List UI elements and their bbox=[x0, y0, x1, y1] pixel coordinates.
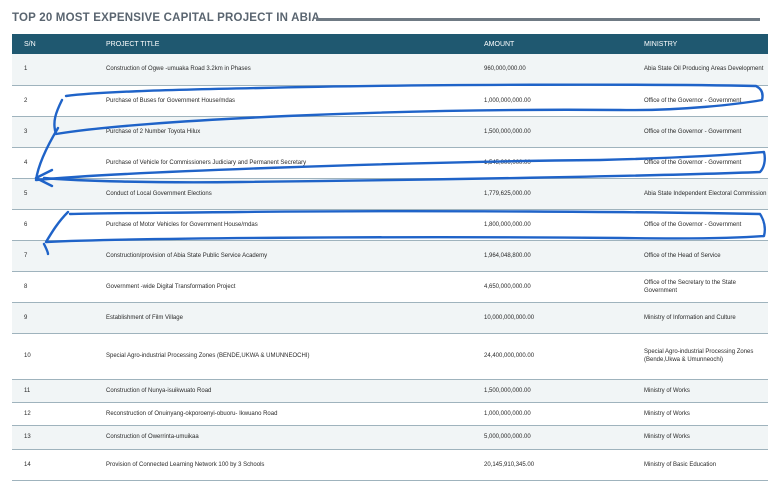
table-row: 1 Construction of Ogwe -umuaka Road 3.2km… bbox=[12, 54, 768, 86]
cell-project-title: Purchase of Buses for Government House/m… bbox=[106, 85, 484, 117]
cell-sn: 10 bbox=[12, 333, 106, 380]
cell-sn: 1 bbox=[12, 54, 106, 86]
cell-amount: 1,500,000,000.00 bbox=[484, 116, 644, 148]
cell-project-title: Purchase of Vehicle for Commissioners Ju… bbox=[106, 147, 484, 179]
cell-ministry: Office of the Secretary to the State Gov… bbox=[644, 271, 768, 303]
cell-sn: 13 bbox=[12, 425, 106, 450]
table-row: 14 Provision of Connected Learning Networ… bbox=[12, 449, 768, 481]
cell-project-title: Conduct of Local Government Elections bbox=[106, 178, 484, 210]
cell-ministry: Office of the Governor - Government bbox=[644, 116, 768, 148]
cell-ministry: Office of the Governor - Government bbox=[644, 209, 768, 241]
cell-project-title: Construction of Owerrinta-umuikaa bbox=[106, 425, 484, 450]
table-row: 11 Construction of Nunya-isuikwuato Road 1… bbox=[12, 379, 768, 403]
header-amount: AMOUNT bbox=[484, 34, 644, 54]
cell-project-title: Provision of Connected Learning Network … bbox=[106, 449, 484, 481]
table-row: 2 Purchase of Buses for Government House/… bbox=[12, 85, 768, 117]
header-project-title: PROJECT TITLE bbox=[106, 34, 484, 54]
cell-amount: 10,000,000,000.00 bbox=[484, 302, 644, 334]
cell-sn: 12 bbox=[12, 402, 106, 426]
cell-amount: 1,779,625,000.00 bbox=[484, 178, 644, 210]
cell-project-title: Establishment of Film Village bbox=[106, 302, 484, 334]
cell-ministry: Ministry of Works bbox=[644, 425, 768, 450]
table-row: 4 Purchase of Vehicle for Commissioners J… bbox=[12, 147, 768, 179]
cell-ministry: Ministry of Information and Culture bbox=[644, 302, 768, 334]
cell-project-title: Construction/provision of Abia State Pub… bbox=[106, 240, 484, 272]
table-row: 13 Construction of Owerrinta-umuikaa 5,000… bbox=[12, 425, 768, 450]
cell-project-title: Government -wide Digital Transformation … bbox=[106, 271, 484, 303]
cell-amount: 4,650,000,000.00 bbox=[484, 271, 644, 303]
cell-project-title: Special Agro-industrial Processing Zones… bbox=[106, 333, 484, 380]
cell-ministry: Abia State Independent Electoral Commiss… bbox=[644, 178, 768, 210]
cell-amount: 1,964,048,800.00 bbox=[484, 240, 644, 272]
cell-sn: 3 bbox=[12, 116, 106, 148]
cell-amount: 24,400,000,000.00 bbox=[484, 333, 644, 380]
table-header-row: S/N PROJECT TITLE AMOUNT MINISTRY bbox=[12, 34, 768, 54]
title-divider bbox=[316, 18, 760, 21]
cell-sn: 6 bbox=[12, 209, 106, 241]
cell-sn: 14 bbox=[12, 449, 106, 481]
cell-sn: 11 bbox=[12, 379, 106, 403]
cell-amount: 20,145,910,345.00 bbox=[484, 449, 644, 481]
table-row: 5 Conduct of Local Government Elections 1,… bbox=[12, 178, 768, 210]
projects-table: S/N PROJECT TITLE AMOUNT MINISTRY 1 Const… bbox=[12, 34, 768, 481]
cell-amount: 1,800,000,000.00 bbox=[484, 209, 644, 241]
cell-project-title: Purchase of 2 Number Toyota Hilux bbox=[106, 116, 484, 148]
cell-project-title: Construction of Ogwe -umuaka Road 3.2km … bbox=[106, 54, 484, 86]
title-row: TOP 20 MOST EXPENSIVE CAPITAL PROJECT IN… bbox=[0, 0, 768, 36]
cell-ministry: Abia State Oil Producing Areas Developme… bbox=[644, 54, 768, 86]
cell-ministry: Office of the Governor - Government bbox=[644, 85, 768, 117]
cell-project-title: Construction of Nunya-isuikwuato Road bbox=[106, 379, 484, 403]
table-row: 9 Establishment of Film Village 10,000,000… bbox=[12, 302, 768, 334]
cell-sn: 4 bbox=[12, 147, 106, 179]
cell-sn: 8 bbox=[12, 271, 106, 303]
cell-amount: 5,000,000,000.00 bbox=[484, 425, 644, 450]
cell-amount: 1,545,000,000.00 bbox=[484, 147, 644, 179]
cell-ministry: Special Agro-industrial Processing Zones… bbox=[644, 333, 768, 380]
table-row: 7 Construction/provision of Abia State Pu… bbox=[12, 240, 768, 272]
cell-amount: 960,000,000.00 bbox=[484, 54, 644, 86]
cell-sn: 5 bbox=[12, 178, 106, 210]
cell-amount: 1,000,000,000.00 bbox=[484, 85, 644, 117]
cell-amount: 1,500,000,000.00 bbox=[484, 379, 644, 403]
table-row: 8 Government -wide Digital Transformation… bbox=[12, 271, 768, 303]
cell-ministry: Office of the Head of Service bbox=[644, 240, 768, 272]
cell-sn: 9 bbox=[12, 302, 106, 334]
table-row: 10 Special Agro-industrial Processing Zon… bbox=[12, 333, 768, 380]
cell-project-title: Purchase of Motor Vehicles for Governmen… bbox=[106, 209, 484, 241]
table-row: 3 Purchase of 2 Number Toyota Hilux 1,500,… bbox=[12, 116, 768, 148]
table-row: 12 Reconstruction of Onuinyang-okporoenyi… bbox=[12, 402, 768, 426]
header-ministry: MINISTRY bbox=[644, 34, 768, 54]
cell-project-title: Reconstruction of Onuinyang-okporoenyi-o… bbox=[106, 402, 484, 426]
cell-sn: 7 bbox=[12, 240, 106, 272]
header-sn: S/N bbox=[12, 34, 106, 54]
cell-ministry: Ministry of Works bbox=[644, 402, 768, 426]
page-title: TOP 20 MOST EXPENSIVE CAPITAL PROJECT IN… bbox=[12, 12, 321, 24]
cell-ministry: Office of the Governor - Government bbox=[644, 147, 768, 179]
cell-ministry: Ministry of Basic Education bbox=[644, 449, 768, 481]
cell-amount: 1,000,000,000.00 bbox=[484, 402, 644, 426]
cell-ministry: Ministry of Works bbox=[644, 379, 768, 403]
table-row: 6 Purchase of Motor Vehicles for Governme… bbox=[12, 209, 768, 241]
cell-sn: 2 bbox=[12, 85, 106, 117]
